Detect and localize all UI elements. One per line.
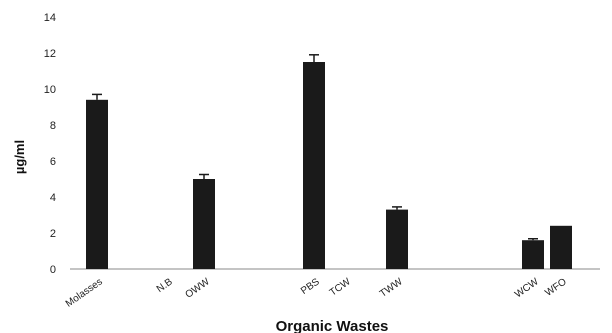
bar [303, 62, 325, 269]
y-axis-title: µg/ml [12, 140, 27, 174]
y-tick-label: 4 [50, 192, 56, 204]
x-tick-label: WCW [513, 276, 541, 300]
y-tick-label: 14 [44, 12, 56, 24]
x-tick-label: N.B [155, 276, 175, 295]
bar [522, 240, 544, 269]
y-tick-label: 0 [50, 264, 56, 276]
x-tick-label: TWW [378, 276, 405, 300]
x-tick-label: PBS [299, 276, 322, 297]
y-tick-label: 2 [50, 228, 56, 240]
y-tick-label: 6 [50, 156, 56, 168]
x-tick-label: WFO [543, 276, 569, 299]
x-axis-title: Organic Wastes [276, 318, 389, 333]
bars [86, 62, 572, 269]
y-axis-ticks: 0 2 4 6 8 10 12 14 [44, 12, 56, 276]
x-tick-label: OWW [184, 276, 213, 301]
x-tick-label: TCW [328, 276, 353, 298]
category-labels: Molasses N.B OWW PBS TCW TWW WCW WFO [64, 276, 569, 310]
bar [386, 209, 408, 269]
error-bars [92, 54, 538, 241]
y-tick-label: 8 [50, 120, 56, 132]
bar [86, 99, 108, 269]
bar [193, 179, 215, 269]
bar [550, 225, 572, 269]
y-tick-label: 10 [44, 84, 56, 96]
x-tick-label: Molasses [64, 276, 105, 309]
y-tick-label: 12 [44, 48, 56, 60]
